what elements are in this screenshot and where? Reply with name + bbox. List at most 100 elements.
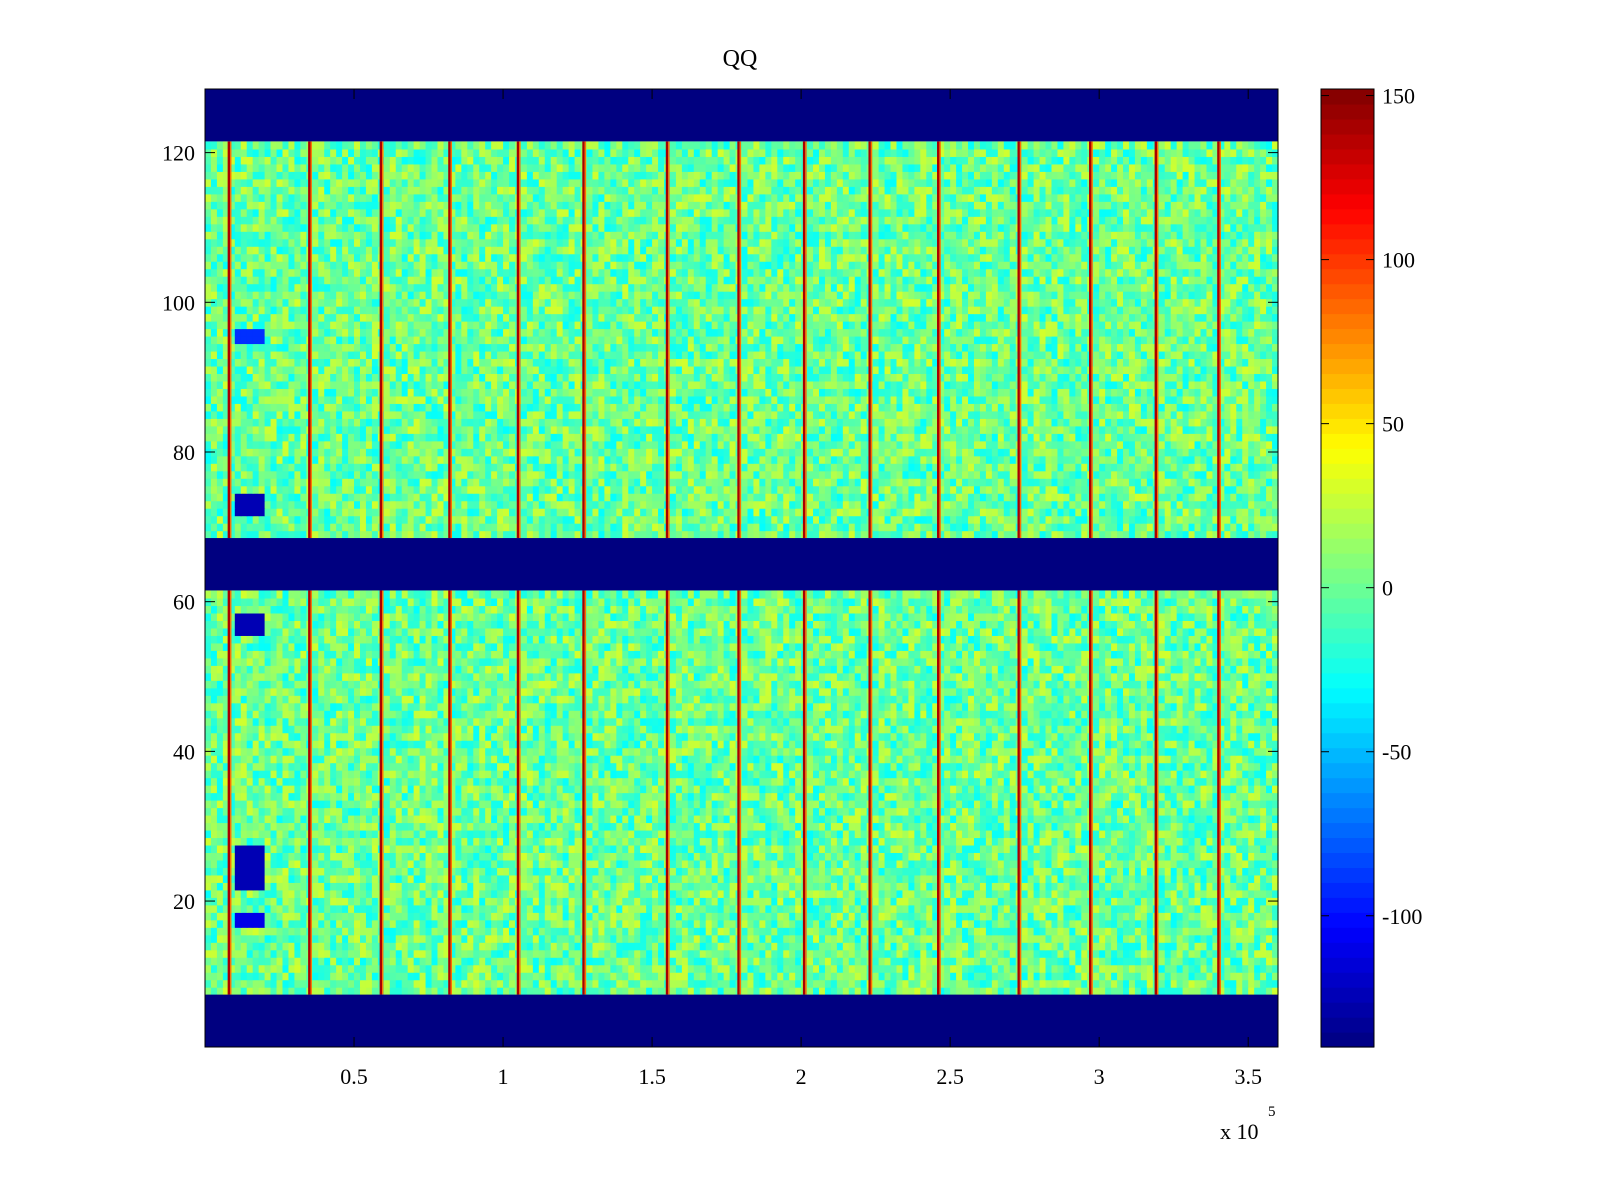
heatmap-cell: [282, 837, 290, 846]
heatmap-cell: [1230, 942, 1237, 951]
heatmap-cell: [479, 844, 486, 853]
heatmap-cell: [568, 987, 576, 996]
heatmap-cell: [920, 957, 927, 966]
heatmap-cell: [1039, 957, 1047, 966]
heatmap-cell: [604, 972, 611, 981]
heatmap-cell: [1045, 844, 1053, 853]
heatmap-cell: [920, 972, 927, 981]
heatmap-cell: [723, 927, 731, 936]
heatmap-cell: [479, 822, 486, 831]
heatmap-cell: [658, 972, 665, 981]
heatmap-cell: [926, 934, 933, 943]
heatmap-cell: [842, 972, 850, 981]
heatmap-cell: [783, 874, 790, 883]
heatmap-cell: [1045, 904, 1053, 913]
heatmap-cell: [723, 919, 731, 928]
heatmap-cell: [1224, 844, 1231, 853]
heatmap-cell: [1182, 972, 1190, 981]
heatmap-cell: [336, 852, 343, 861]
heatmap-cell: [950, 792, 957, 801]
heatmap-cell: [813, 912, 820, 921]
heatmap-cell: [556, 934, 564, 943]
heatmap-cell: [1128, 800, 1136, 809]
heatmap-cell: [365, 987, 373, 996]
heatmap-cell: [431, 904, 439, 913]
heatmap-cell: [938, 829, 945, 839]
heatmap-cell: [228, 934, 236, 943]
heatmap-cell: [1021, 957, 1029, 966]
heatmap-cell: [1117, 792, 1124, 801]
heatmap-cell: [759, 785, 766, 794]
heatmap-cell: [711, 927, 719, 936]
heatmap-cell: [276, 792, 284, 801]
heatmap-cell: [824, 912, 832, 921]
heatmap-cell: [449, 934, 456, 943]
heatmap-cell: [759, 889, 766, 898]
heatmap-cell: [538, 889, 546, 898]
heatmap-cell: [437, 785, 445, 794]
heatmap-cell: [210, 934, 218, 943]
heatmap-cell: [1009, 919, 1017, 928]
heatmap-cell: [836, 814, 844, 824]
heatmap-cell: [246, 844, 254, 853]
heatmap-cell: [1242, 792, 1249, 801]
heatmap-cell: [1230, 904, 1237, 913]
heatmap-cell: [407, 785, 415, 794]
heatmap-cell: [413, 964, 421, 973]
heatmap-cell: [1093, 964, 1100, 973]
heatmap-cell: [246, 904, 254, 913]
heatmap-cell: [1170, 874, 1178, 883]
heatmap-cell: [890, 987, 898, 996]
heatmap-cell: [568, 800, 576, 809]
heatmap-cell: [407, 957, 415, 966]
heatmap-cell: [550, 904, 558, 913]
heatmap-cell: [646, 874, 653, 883]
heatmap-cell: [365, 792, 373, 801]
heatmap-cell: [759, 957, 766, 966]
heatmap-cell: [914, 867, 921, 876]
heatmap-cell: [300, 814, 307, 824]
heatmap-cell: [562, 874, 570, 883]
heatmap-cell: [973, 859, 981, 868]
heatmap-cell: [753, 904, 760, 913]
heatmap-cell: [818, 792, 826, 801]
heatmap-cell: [956, 867, 963, 876]
heatmap-cell: [1045, 972, 1053, 981]
heatmap-cell: [342, 807, 349, 816]
heatmap-cell: [348, 882, 355, 891]
heatmap-cell: [1081, 800, 1088, 809]
heatmap-cell: [968, 912, 975, 921]
heatmap-cell: [908, 964, 915, 973]
heatmap-cell: [914, 889, 921, 898]
heatmap-cell: [1272, 822, 1279, 831]
heatmap-cell: [526, 904, 534, 913]
heatmap-cell: [693, 807, 701, 816]
heatmap-cell: [997, 942, 1005, 951]
heatmap-cell: [950, 814, 957, 824]
heatmap-cell: [824, 927, 832, 936]
heatmap-cell: [658, 957, 665, 966]
heatmap-cell: [1134, 867, 1142, 876]
heatmap-cell: [669, 800, 677, 809]
heatmap-cell: [1063, 814, 1070, 824]
heatmap-cell: [669, 792, 677, 801]
heatmap-cell: [1158, 919, 1166, 928]
heatmap-cell: [1021, 822, 1029, 831]
heatmap-cell: [222, 859, 230, 868]
heatmap-cell: [222, 897, 230, 906]
heatmap-cell: [342, 792, 349, 801]
heatmap-cell: [389, 964, 397, 973]
heatmap-cell: [729, 927, 737, 936]
heatmap-cell: [747, 972, 755, 981]
heatmap-cell: [455, 859, 462, 868]
heatmap-cell: [938, 874, 945, 883]
heatmap-cell: [783, 785, 790, 794]
heatmap-cell: [1057, 837, 1064, 846]
heatmap-cell: [1266, 889, 1273, 898]
heatmap-cell: [1123, 852, 1130, 861]
heatmap-cell: [777, 822, 784, 831]
heatmap-cell: [729, 844, 737, 853]
heatmap-cell: [979, 844, 987, 853]
heatmap-cell: [1170, 942, 1178, 951]
heatmap-cell: [1194, 829, 1202, 839]
